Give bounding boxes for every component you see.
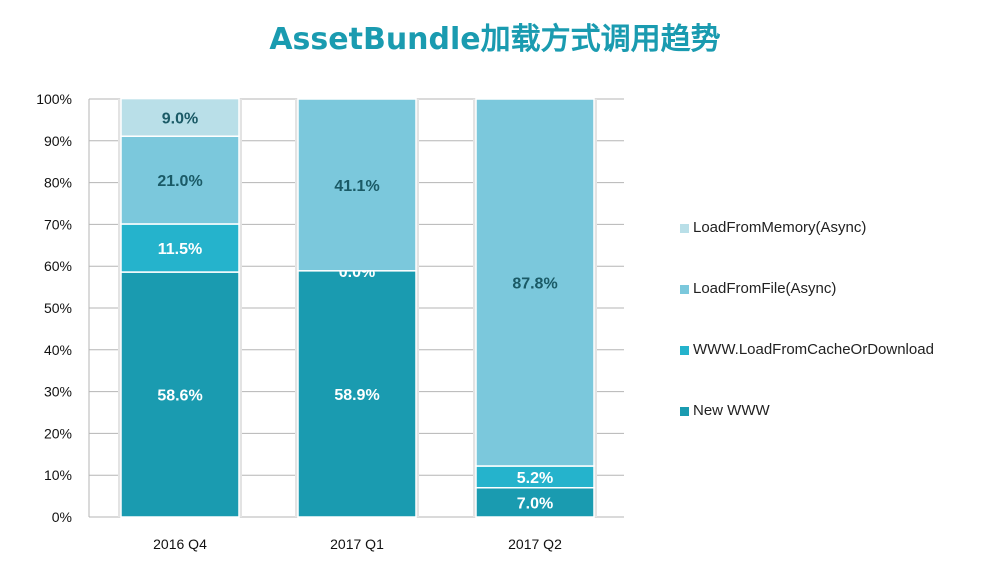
legend-swatch bbox=[680, 285, 689, 294]
y-tick-label: 20% bbox=[44, 425, 72, 441]
x-tick-label: 2016 Q4 bbox=[153, 536, 207, 552]
data-label: 9.0% bbox=[162, 110, 198, 127]
data-label: 58.6% bbox=[157, 388, 202, 405]
chart-title: AssetBundle加载方式调用趋势 bbox=[269, 22, 721, 57]
bar-segment bbox=[475, 98, 595, 467]
bar-segment bbox=[475, 486, 595, 518]
bar-segment bbox=[297, 270, 417, 518]
y-tick-label: 10% bbox=[44, 467, 72, 483]
legend-swatch bbox=[680, 224, 689, 233]
y-tick-label: 0% bbox=[52, 509, 72, 525]
bar-segment bbox=[297, 98, 417, 272]
y-tick-label: 30% bbox=[44, 384, 72, 400]
bar-segment bbox=[120, 97, 240, 137]
data-label: 58.9% bbox=[334, 387, 379, 404]
legend-label: New WWW bbox=[693, 402, 770, 419]
legend-label: LoadFromFile(Async) bbox=[693, 280, 837, 297]
data-label: 11.5% bbox=[158, 241, 202, 258]
y-tick-label: 50% bbox=[44, 300, 72, 316]
y-tick-label: 60% bbox=[44, 258, 72, 274]
data-label: 5.2% bbox=[517, 470, 553, 487]
y-tick-label: 90% bbox=[44, 133, 72, 149]
legend-label: LoadFromMemory(Async) bbox=[693, 219, 867, 236]
data-label: 7.0% bbox=[517, 495, 553, 512]
y-tick-label: 40% bbox=[44, 342, 72, 358]
legend-swatch bbox=[680, 346, 689, 355]
data-label: 41.1% bbox=[334, 178, 379, 195]
legend-swatch bbox=[680, 407, 689, 416]
y-tick-label: 80% bbox=[44, 175, 72, 191]
x-tick-label: 2017 Q2 bbox=[508, 536, 562, 552]
data-label: 87.8% bbox=[512, 276, 557, 293]
y-tick-label: 70% bbox=[44, 216, 72, 232]
legend-label: WWW.LoadFromCacheOrDownload bbox=[693, 341, 934, 358]
y-tick-label: 100% bbox=[36, 91, 72, 107]
data-label: 21.0% bbox=[157, 173, 202, 190]
x-tick-label: 2017 Q1 bbox=[330, 536, 384, 552]
